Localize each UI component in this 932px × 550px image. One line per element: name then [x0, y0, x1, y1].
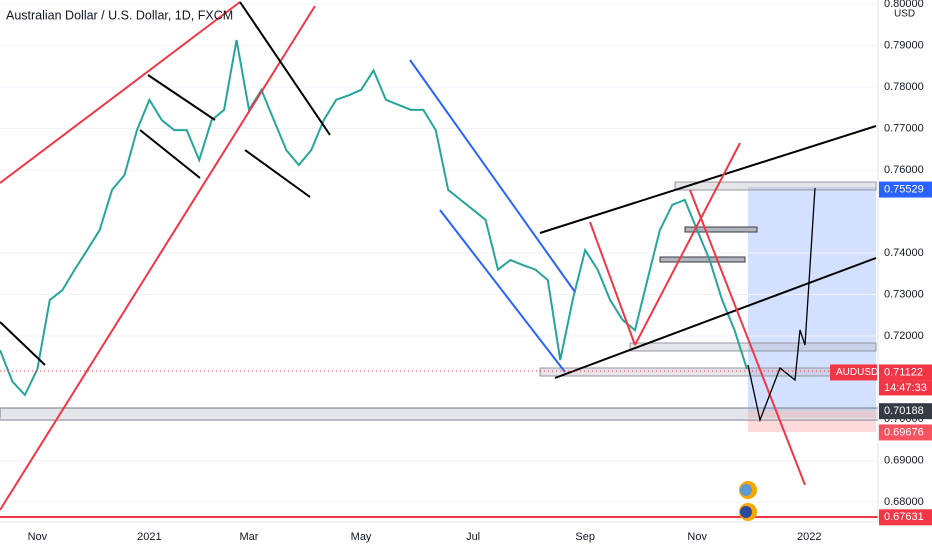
price-label-bg — [879, 364, 932, 381]
y-tick-label: 0.74000 — [884, 247, 924, 259]
y-tick-label: 0.79000 — [884, 39, 924, 51]
zone — [659, 256, 746, 263]
price-line — [0, 39, 748, 397]
y-tick-label: 0.73000 — [884, 288, 924, 300]
x-tick-label: May — [351, 531, 372, 543]
y-tick-label: 0.72000 — [884, 330, 924, 342]
price-label-bg — [879, 509, 932, 526]
y-tick-label: 0.68000 — [884, 496, 924, 508]
x-tick-label: Mar — [240, 531, 259, 543]
symbol-label: AUDUSD — [836, 367, 878, 378]
drawings — [0, 1, 878, 518]
currency: USD — [894, 9, 915, 20]
zone — [674, 181, 877, 191]
chart-title: Australian Dollar / U.S. Dollar, 1D, FXC… — [6, 8, 233, 22]
price-label: 0.75529 — [884, 183, 924, 195]
price-label: 0.69676 — [884, 426, 924, 438]
y-tick-label: 0.69000 — [884, 454, 924, 466]
x-tick-label: Nov — [687, 531, 707, 543]
price-label: 0.71122 — [884, 366, 923, 378]
y-tick-label: 0.80000 — [884, 0, 924, 10]
price-label-bg — [879, 424, 932, 441]
countdown-bg — [879, 380, 932, 396]
zone — [684, 226, 758, 233]
y-tick-label: 0.76000 — [884, 164, 924, 176]
price-label: 0.70188 — [884, 405, 924, 417]
y-tick-label: 0.78000 — [884, 81, 924, 93]
support-zone — [0, 407, 879, 421]
x-tick-label: 2021 — [137, 531, 161, 543]
y-tick-label: 0.77000 — [884, 122, 924, 134]
price-label: 0.67631 — [884, 511, 924, 523]
countdown: 14:47:33 — [884, 382, 927, 394]
x-tick-label: Jul — [466, 531, 480, 543]
events — [739, 481, 757, 521]
x-tick-label: Nov — [28, 531, 48, 543]
position-stop — [748, 411, 876, 432]
zone — [539, 367, 879, 377]
x-tick-label: Sep — [575, 531, 595, 543]
price-label-bg — [879, 181, 932, 198]
symbol-bg — [830, 364, 877, 381]
price-label-bg — [879, 403, 932, 420]
x-tick-label: 2022 — [797, 531, 821, 543]
